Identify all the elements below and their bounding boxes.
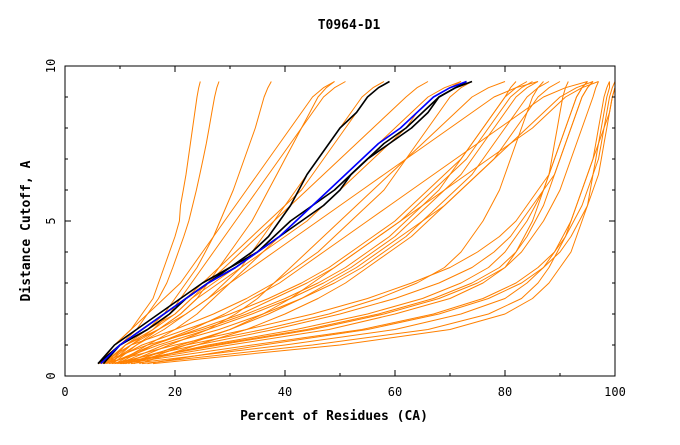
highlight-line-black-1 <box>97 80 390 365</box>
model-line-12 <box>118 81 550 365</box>
x-tick-label-0: 0 <box>61 385 68 399</box>
model-line-32 <box>128 81 561 365</box>
y-axis-label: Distance Cutoff, A <box>19 160 34 301</box>
x-tick-label-60: 60 <box>388 385 402 399</box>
model-line-27 <box>124 81 506 365</box>
model-line-19 <box>119 81 569 365</box>
y-tick-label-5: 5 <box>44 217 58 224</box>
model-line-36 <box>117 81 588 365</box>
model-line-30 <box>98 81 335 364</box>
x-tick-label-80: 80 <box>498 385 512 399</box>
model-line-29 <box>139 81 594 365</box>
y-tick-label-10: 10 <box>44 59 58 73</box>
model-line-7 <box>112 81 335 364</box>
model-line-23 <box>108 81 539 365</box>
x-tick-label-100: 100 <box>604 385 626 399</box>
chart-title: T0964-D1 <box>318 18 381 33</box>
model-line-20 <box>125 81 588 365</box>
x-tick-label-20: 20 <box>168 385 182 399</box>
highlight-line-black-3 <box>97 80 473 365</box>
model-line-21 <box>152 81 610 365</box>
model-line-6 <box>108 81 272 364</box>
model-line-5 <box>103 81 220 364</box>
model-line-10 <box>97 81 533 365</box>
model-line-33 <box>147 81 616 365</box>
model-line-11 <box>109 81 517 365</box>
model-line-16 <box>122 81 616 365</box>
model-line-28 <box>133 81 599 365</box>
x-tick-label-40: 40 <box>278 385 292 399</box>
y-tick-label-0: 0 <box>44 372 58 379</box>
model-line-18 <box>141 81 610 365</box>
highlight-line-blue-4 <box>100 80 467 365</box>
model-line-22 <box>117 81 544 365</box>
model-line-15 <box>114 81 599 365</box>
tick-layer: 0 20 40 60 80 100 0 5 10 <box>44 59 626 399</box>
model-line-25 <box>102 81 429 364</box>
model-line-8 <box>99 81 473 365</box>
model-line-34 <box>121 81 594 365</box>
series-layer <box>97 80 616 365</box>
model-line-4 <box>99 81 201 364</box>
x-axis-label: Percent of Residues (CA) <box>240 409 428 424</box>
model-line-35 <box>105 81 539 365</box>
